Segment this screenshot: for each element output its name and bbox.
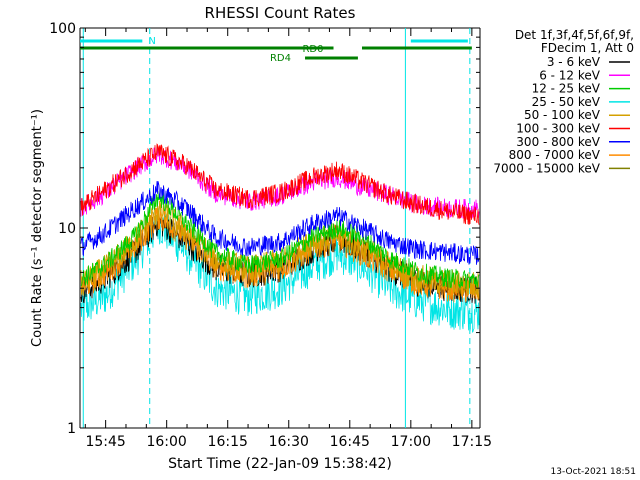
legend-item-label: 100 - 300 keV [516,122,600,136]
x-tick-label: 16:30 [269,434,309,450]
x-tick-label: 16:00 [146,434,186,450]
x-tick-label: 17:00 [391,434,431,450]
legend-item-label: 6 - 12 keV [539,68,601,82]
x-tick-label: 15:45 [85,434,125,450]
y-tick-label: 10 [58,221,76,237]
y-tick-label: 1 [67,421,76,437]
y-axis-label: Count Rate (s⁻¹ detector segment⁻¹) [30,109,45,347]
x-tick-label: 16:45 [330,434,370,450]
legend-header-line-2: FDecim 1, Att 0 [541,41,634,55]
flag-n-label: N [148,36,155,47]
flags-layer: N RD0 RD4 [80,36,472,64]
flag-rd0-label: RD0 [302,44,323,55]
legend-item-label: 25 - 50 keV [532,95,601,109]
x-axis-label: Start Time (22-Jan-09 15:38:42) [168,456,392,472]
series-layer [80,143,480,333]
series-line-5 [80,143,480,226]
legend-item-label: 50 - 100 keV [524,108,601,122]
series-line-2 [80,191,480,290]
chart-title: RHESSI Count Rates [205,4,356,22]
footer-timestamp: 13-Oct-2021 18:51 [551,467,636,477]
y-tick-label: 100 [49,21,76,37]
legend-item-label: 12 - 25 keV [532,82,601,96]
legend-header-line-1: Det 1f,3f,4f,5f,6f,9f, [515,28,634,42]
legend: Det 1f,3f,4f,5f,6f,9f, FDecim 1, Att 0 3… [493,28,634,175]
x-tick-label: 17:15 [452,434,492,450]
legend-item-label: 3 - 6 keV [547,55,601,69]
legend-item-label: 300 - 800 keV [516,135,600,149]
x-tick-label: 16:15 [208,434,248,450]
series-line-6 [80,181,480,265]
legend-item-label: 7000 - 15000 keV [493,161,600,175]
legend-item-label: 800 - 7000 keV [509,148,601,162]
axis-layer: 1 10 100 15:45 16:00 16:15 16:30 16:45 17:00 17:1… [49,21,492,450]
flag-rd4-label: RD4 [270,53,291,64]
